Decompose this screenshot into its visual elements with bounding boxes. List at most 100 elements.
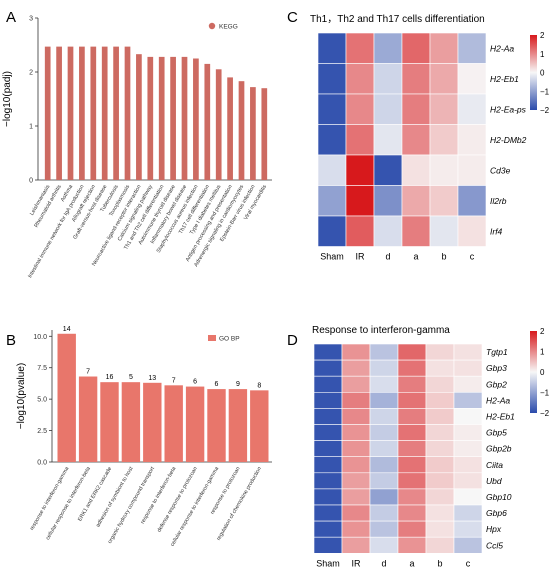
colorbar-tick-label: −1 — [540, 389, 550, 398]
row-gene-label: Gbp10 — [486, 492, 512, 502]
colorbar-tick-label: 0 — [540, 368, 545, 377]
bar — [158, 56, 165, 180]
heatmap-cell — [425, 536, 455, 554]
heatmap-cell — [453, 520, 483, 538]
heatmap-cell — [397, 424, 427, 441]
y-tick-label: 7.5 — [37, 365, 47, 372]
heatmap-cell — [373, 32, 403, 64]
column-label: b — [437, 558, 442, 568]
heatmap-cell — [401, 215, 431, 247]
heatmap-cell — [373, 93, 403, 125]
row-gene-label: Gbp6 — [486, 508, 507, 518]
y-tick-label: 3 — [29, 16, 33, 23]
bar — [207, 389, 226, 462]
bar — [228, 389, 248, 462]
heatmap-cell — [397, 440, 427, 458]
heatmap-cell — [425, 488, 455, 506]
heatmap-cell — [345, 124, 375, 156]
heatmap-cell — [425, 456, 455, 474]
bar — [57, 333, 76, 462]
heatmap-cell — [345, 154, 375, 186]
heatmap-cell — [453, 359, 483, 377]
row-gene-label: Gbp5 — [486, 428, 507, 438]
column-label: b — [441, 252, 446, 262]
heatmap-cell — [425, 472, 455, 490]
heatmap-cell — [341, 456, 371, 474]
column-label: c — [466, 558, 471, 568]
heatmap-cell — [425, 359, 455, 377]
bar — [78, 376, 98, 462]
bar — [147, 56, 154, 180]
heatmap-cell — [369, 536, 399, 554]
y-tick-label: 10.0 — [33, 334, 47, 341]
row-gene-label: Ubd — [486, 476, 502, 486]
heatmap-cell — [313, 488, 343, 506]
heatmap-cell — [429, 185, 459, 217]
bar-data-label: 7 — [86, 369, 90, 376]
heatmap-cell — [401, 185, 431, 217]
heatmap-cell — [341, 536, 371, 554]
heatmap-cell — [457, 215, 487, 247]
heatmap-cell — [401, 124, 431, 156]
heatmap-c-title: Th1，Th2 and Th17 cells differentiation — [310, 14, 485, 25]
legend-label: GO BP — [219, 336, 240, 343]
heatmap-cell — [313, 391, 343, 409]
heatmap-cell — [453, 424, 483, 441]
y-tick-label: 5.0 — [37, 397, 47, 404]
x-category-label: defense response to protozoan — [156, 466, 198, 533]
x-category-label: response to interferon-gamma — [29, 466, 70, 532]
panel-a-bar-chart: 0123−log10(padj)LeishmaniasisRheumatoid … — [2, 16, 272, 279]
column-label: d — [385, 252, 390, 262]
heatmap-cell — [317, 93, 347, 125]
y-tick-label: 0 — [29, 178, 33, 185]
panel-letter-a: A — [6, 9, 16, 26]
heatmap-cell — [453, 456, 483, 474]
column-label: Sham — [316, 558, 340, 568]
bar — [124, 46, 131, 181]
column-label: c — [470, 252, 475, 262]
panel-letter-b: B — [6, 332, 16, 349]
row-gene-label: H2-Aa — [490, 43, 514, 53]
heatmap-cell — [317, 185, 347, 217]
bar-data-label: 16 — [106, 374, 114, 381]
heatmap-cell — [341, 408, 371, 425]
heatmap-cell — [425, 424, 455, 441]
heatmap-cell — [457, 93, 487, 125]
heatmap-cell — [429, 154, 459, 186]
heatmap-cell — [313, 440, 343, 458]
heatmap-cell — [401, 93, 431, 125]
column-label: Sham — [320, 252, 344, 262]
y-tick-label: 2.5 — [37, 428, 47, 435]
row-gene-label: Il2rb — [490, 196, 507, 206]
row-gene-label: Hpx — [486, 524, 502, 534]
bar-data-label: 8 — [257, 382, 261, 389]
heatmap-cell — [369, 343, 399, 361]
bar-data-label: 13 — [148, 375, 156, 382]
y-tick-label: 2 — [29, 70, 33, 77]
row-gene-label: H2-Aa — [486, 395, 510, 405]
heatmap-cell — [397, 504, 427, 522]
heatmap-cell — [373, 63, 403, 95]
bar-data-label: 6 — [193, 379, 197, 386]
heatmap-cell — [429, 93, 459, 125]
colorbar-tick-label: 1 — [540, 348, 545, 357]
bar — [215, 69, 222, 180]
row-gene-label: Irf4 — [490, 226, 503, 236]
heatmap-cell — [397, 456, 427, 474]
y-axis-label: −log10(padj) — [2, 71, 13, 127]
heatmap-cell — [341, 504, 371, 522]
heatmap-cell — [401, 63, 431, 95]
heatmap-cell — [453, 375, 483, 393]
heatmap-cell — [457, 124, 487, 156]
heatmap-cell — [397, 359, 427, 377]
heatmap-cell — [453, 504, 483, 522]
panel-letter-d: D — [287, 332, 298, 349]
colorbar-tick-label: 2 — [540, 31, 545, 40]
heatmap-cell — [429, 32, 459, 64]
heatmap-cell — [317, 63, 347, 95]
heatmap-cell — [425, 343, 455, 361]
heatmap-cell — [397, 472, 427, 490]
heatmap-cell — [317, 32, 347, 64]
heatmap-cell — [397, 408, 427, 425]
y-tick-label: 0.0 — [37, 460, 47, 467]
